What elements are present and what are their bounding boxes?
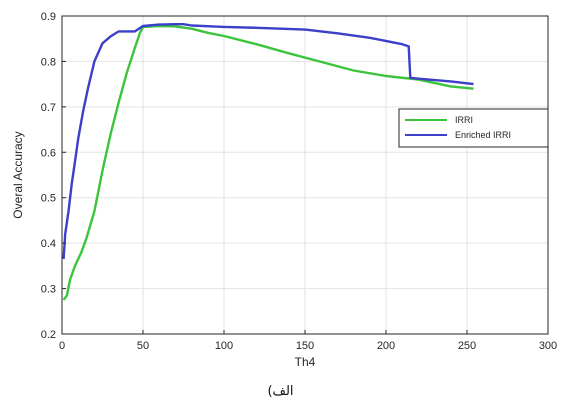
y-tick-label: 0.2 xyxy=(41,329,56,341)
x-tick-label: 0 xyxy=(59,340,65,352)
series-line-enriched-irri xyxy=(62,23,474,260)
x-tick-label: 100 xyxy=(215,340,233,352)
y-tick-label: 0.7 xyxy=(41,102,56,114)
y-tick-label: 0.9 xyxy=(41,11,56,23)
legend-label-irri: IRRI xyxy=(455,115,473,125)
legend-box xyxy=(398,108,549,148)
y-tick-label: 0.5 xyxy=(41,193,56,205)
x-axis-title: Th4 xyxy=(295,355,316,369)
axis-ticks: 0 50 100 150 200 250 300 0.2 0.3 0.4 0.5 0.6 0.7 0.8 0… xyxy=(41,11,557,352)
series-layer xyxy=(62,23,474,301)
y-tick-label: 0.6 xyxy=(41,147,56,159)
x-tick-label: 250 xyxy=(458,340,476,352)
x-tick-label: 150 xyxy=(296,340,314,352)
y-axis-title: Overal Accuracy xyxy=(11,131,25,218)
figure-caption: الف) xyxy=(267,384,294,399)
y-tick-label: 0.4 xyxy=(41,238,56,250)
legend: IRRI Enriched IRRI xyxy=(398,108,549,148)
y-tick-label: 0.3 xyxy=(41,284,56,296)
y-tick-label: 0.8 xyxy=(41,56,56,68)
x-tick-label: 300 xyxy=(539,340,557,352)
x-tick-label: 50 xyxy=(137,340,149,352)
x-tick-label: 200 xyxy=(377,340,395,352)
legend-label-enriched-irri: Enriched IRRI xyxy=(455,130,511,140)
line-chart: 0 50 100 150 200 250 300 0.2 0.3 0.4 0.5 0.6 0.7 0.8 0… xyxy=(11,11,557,369)
